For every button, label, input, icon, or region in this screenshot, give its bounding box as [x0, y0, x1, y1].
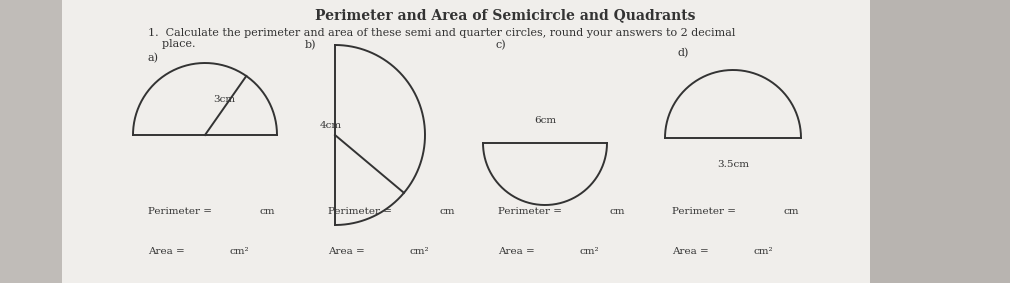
- Text: cm²: cm²: [230, 246, 249, 256]
- Text: cm: cm: [784, 207, 800, 215]
- Bar: [0, 0, 62, 283]
- Text: 4cm: 4cm: [320, 121, 342, 130]
- Text: Area =: Area =: [328, 246, 365, 256]
- Text: Perimeter =: Perimeter =: [498, 207, 562, 215]
- Text: Area =: Area =: [498, 246, 534, 256]
- Text: Perimeter =: Perimeter =: [148, 207, 212, 215]
- Text: Perimeter =: Perimeter =: [672, 207, 736, 215]
- Text: 3cm: 3cm: [213, 95, 235, 104]
- Text: Area =: Area =: [148, 246, 185, 256]
- Text: Perimeter and Area of Semicircle and Quadrants: Perimeter and Area of Semicircle and Qua…: [315, 8, 695, 22]
- Text: Perimeter =: Perimeter =: [328, 207, 392, 215]
- Text: 3.5cm: 3.5cm: [717, 160, 749, 169]
- Text: d): d): [678, 48, 690, 58]
- Bar: [870, 0, 1010, 283]
- Text: a): a): [148, 53, 159, 63]
- Text: cm²: cm²: [410, 246, 429, 256]
- Text: cm: cm: [440, 207, 456, 215]
- Text: cm²: cm²: [580, 246, 600, 256]
- Text: cm²: cm²: [754, 246, 774, 256]
- Bar: [60, 0, 930, 283]
- Text: Area =: Area =: [672, 246, 709, 256]
- Text: cm: cm: [260, 207, 276, 215]
- Text: 1.  Calculate the perimeter and area of these semi and quarter circles, round yo: 1. Calculate the perimeter and area of t…: [148, 28, 735, 38]
- Text: place.: place.: [148, 39, 196, 49]
- Text: 6cm: 6cm: [534, 116, 557, 125]
- Text: c): c): [496, 40, 507, 50]
- Text: cm: cm: [610, 207, 625, 215]
- Text: b): b): [305, 40, 316, 50]
